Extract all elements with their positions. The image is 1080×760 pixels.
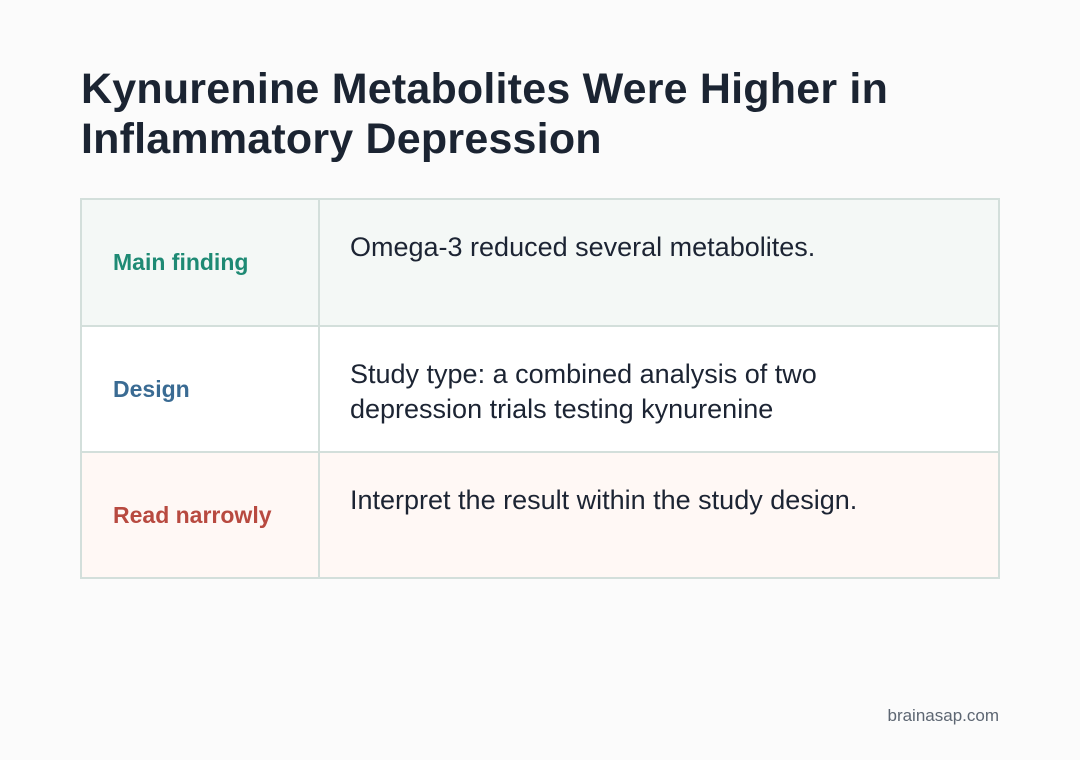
summary-row-read-narrowly: Read narrowly Interpret the result withi… xyxy=(82,451,998,577)
row-label-design: Design xyxy=(82,327,320,451)
page-title: Kynurenine Metabolites Were Higher in In… xyxy=(81,65,889,163)
row-label-read-narrowly: Read narrowly xyxy=(82,453,320,577)
summary-row-design: Design Study type: a combined analysis o… xyxy=(82,325,998,451)
summary-row-main-finding: Main finding Omega-3 reduced several met… xyxy=(82,200,998,325)
row-label-main-finding: Main finding xyxy=(82,200,320,325)
row-value-design: Study type: a combined analysis of two d… xyxy=(350,359,817,424)
summary-table: Main finding Omega-3 reduced several met… xyxy=(80,198,1000,579)
row-value-main-finding: Omega-3 reduced several metabolites. xyxy=(350,232,816,262)
row-value-read-narrowly: Interpret the result within the study de… xyxy=(350,485,858,515)
footer-site-name: brainasap.com xyxy=(887,706,999,725)
